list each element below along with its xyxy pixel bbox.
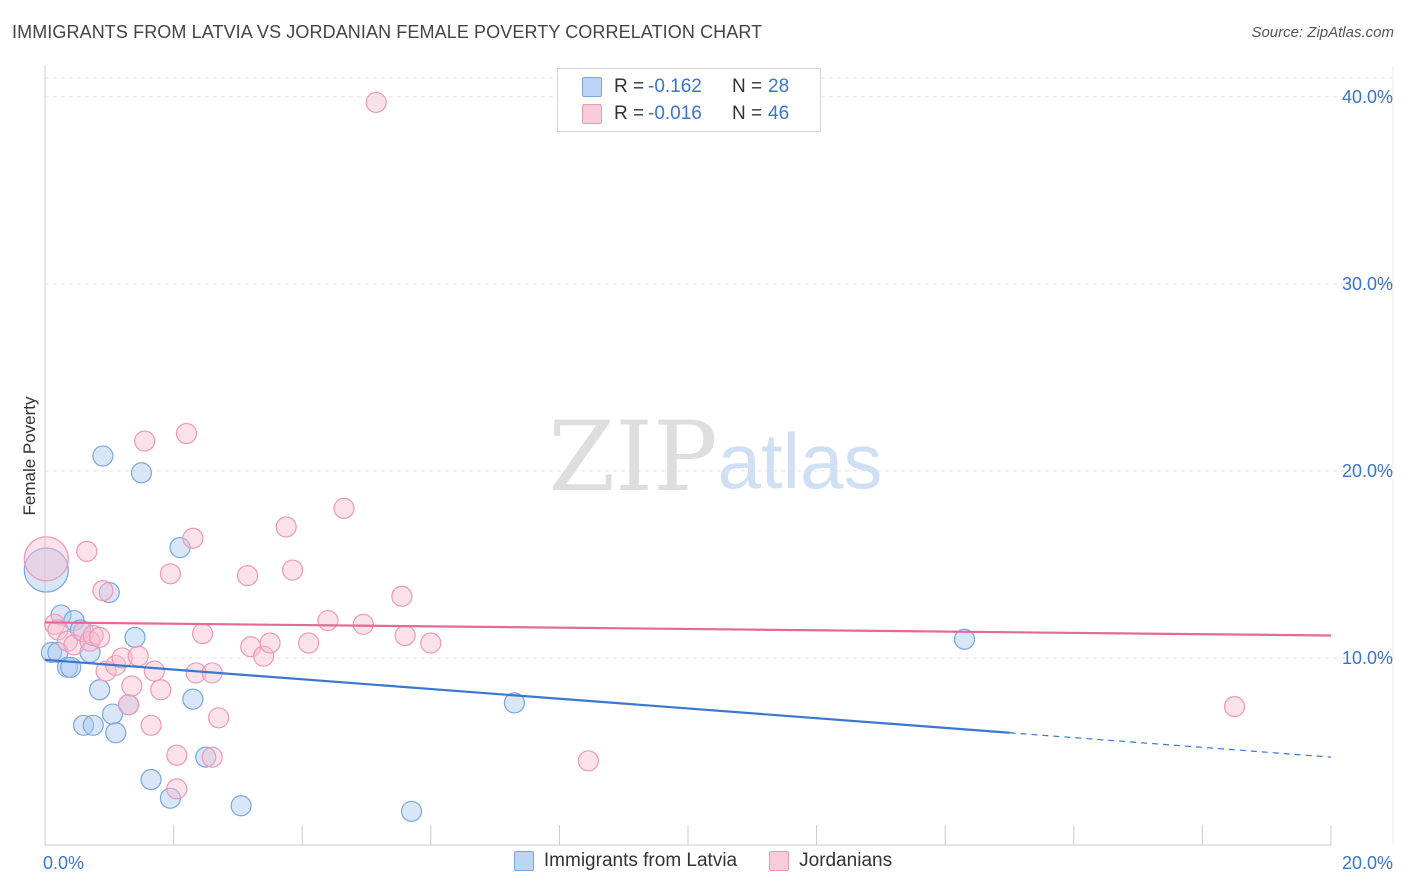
legend-label-latvia: Immigrants from Latvia [543, 850, 738, 871]
point-jordanians [56, 630, 79, 652]
trend-line-jordanians [44, 621, 1332, 637]
trend-lines [44, 621, 1332, 758]
point-jordanians [352, 613, 374, 635]
point-jordanians [420, 632, 442, 654]
point-jordanians [23, 536, 69, 582]
legend-row-latvia: R = -0.162 N = 28 [582, 74, 789, 100]
point-jordanians [281, 559, 304, 581]
point-latvia [953, 628, 976, 650]
point-latvia [82, 714, 104, 736]
point-latvia [400, 800, 423, 822]
legend-r-value-jordanians: -0.016 [648, 103, 702, 124]
source-label: Source: ZipAtlas.com [1251, 24, 1394, 41]
point-latvia [140, 768, 162, 791]
axes [44, 66, 1394, 846]
point-jordanians [143, 660, 165, 682]
point-jordanians [111, 647, 133, 669]
point-jordanians [140, 714, 162, 736]
legend-n-label: N = [732, 103, 763, 124]
y-tick-label: 10.0% [1342, 648, 1393, 668]
point-jordanians [159, 563, 181, 585]
point-jordanians [259, 632, 281, 654]
chart-title: IMMIGRANTS FROM LATVIA VS JORDANIAN FEMA… [12, 22, 763, 42]
legend-item-latvia[interactable]: Immigrants from Latvia [513, 850, 738, 872]
point-jordanians [134, 430, 156, 452]
point-latvia [23, 547, 69, 593]
point-latvia [503, 692, 525, 714]
point-latvia [89, 679, 111, 701]
point-jordanians [92, 580, 114, 602]
x-tick-label: 0.0% [43, 853, 84, 873]
point-latvia [101, 703, 124, 725]
y-axis-label: Female Poverty [20, 396, 39, 516]
point-latvia [92, 445, 114, 467]
legend-r-value-latvia: -0.162 [648, 76, 702, 97]
legend-n-value-latvia: 28 [768, 76, 790, 97]
point-latvia [130, 462, 153, 484]
watermark-zip: ZIP [548, 401, 717, 513]
point-jordanians [182, 527, 204, 549]
watermark-atlas: atlas [718, 417, 883, 505]
point-jordanians [166, 744, 188, 766]
legend-label-jordanians: Jordanians [799, 850, 893, 871]
y-tick-label: 30.0% [1342, 274, 1393, 294]
point-jordanians [298, 632, 320, 654]
series-jordanians-points [23, 91, 1246, 800]
point-latvia [182, 688, 204, 710]
legend-r-label: R = [614, 103, 645, 124]
point-jordanians [577, 750, 599, 772]
point-jordanians [175, 422, 198, 445]
legend-row-jordanians: R = -0.016 N = 46 [582, 101, 789, 127]
point-jordanians [166, 778, 188, 800]
point-jordanians [191, 623, 214, 645]
point-jordanians [253, 645, 275, 667]
point-jordanians [391, 585, 413, 607]
point-jordanians [333, 497, 355, 519]
legend-n-label: N = [732, 76, 763, 97]
y-tick-label: 20.0% [1342, 461, 1393, 481]
point-latvia [230, 795, 252, 817]
legend-swatch-jordanians [582, 104, 602, 124]
x-tick-labels: 0.0% 20.0% [43, 853, 1393, 873]
point-jordanians [394, 624, 416, 647]
point-jordanians [44, 613, 66, 635]
point-jordanians [76, 540, 98, 562]
point-jordanians [150, 679, 172, 701]
legend-swatch-latvia [582, 77, 602, 97]
legend-r-label: R = [614, 76, 645, 97]
point-latvia [124, 626, 146, 648]
point-jordanians [365, 91, 387, 114]
point-jordanians [275, 516, 297, 538]
trend-line-latvia-extrapolated [1009, 732, 1332, 758]
point-jordanians [127, 645, 149, 667]
legend-swatch-jordanians [769, 851, 790, 871]
point-latvia [105, 722, 127, 744]
point-jordanians [1223, 695, 1246, 718]
series-legend: Immigrants from Latvia Jordanians [0, 850, 1406, 872]
point-jordanians [236, 565, 259, 587]
correlation-legend: R = -0.162 N = 28 R = -0.016 N = 46 [557, 68, 821, 132]
y-tick-labels: 10.0% 20.0% 30.0% 40.0% [1342, 87, 1393, 668]
point-jordanians [201, 746, 223, 768]
x-tick-label: 20.0% [1342, 853, 1393, 873]
point-jordanians [89, 626, 111, 648]
point-jordanians [121, 675, 143, 697]
y-tick-label: 40.0% [1342, 87, 1393, 107]
legend-swatch-latvia [513, 851, 534, 871]
point-latvia [40, 641, 63, 663]
point-jordanians [317, 609, 339, 632]
point-latvia [195, 746, 217, 768]
point-jordanians [117, 694, 140, 716]
legend-item-jordanians[interactable]: Jordanians [769, 850, 892, 872]
point-jordanians [208, 707, 230, 729]
trend-line-latvia [44, 658, 1010, 734]
legend-n-value-jordanians: 46 [768, 103, 790, 124]
